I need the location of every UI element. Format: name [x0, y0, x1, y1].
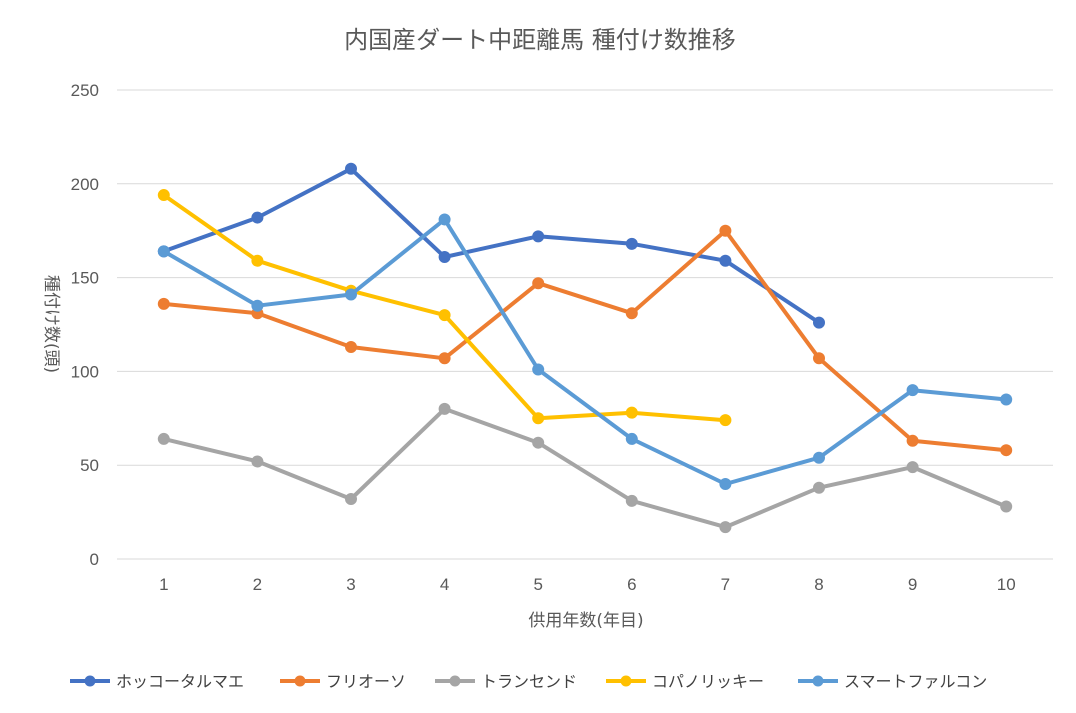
series-1	[157, 224, 1013, 457]
data-point	[719, 477, 732, 490]
series-line	[161, 217, 1009, 486]
data-point	[532, 277, 545, 290]
y-tick-label: 50	[80, 456, 99, 475]
data-point	[625, 307, 638, 320]
data-point	[719, 224, 732, 237]
x-tick-label: 1	[159, 575, 168, 594]
data-point	[251, 299, 264, 312]
x-tick-label: 10	[997, 575, 1016, 594]
data-point	[813, 352, 825, 365]
data-point	[345, 162, 357, 175]
data-point	[625, 432, 638, 445]
legend-swatch-marker	[294, 675, 306, 687]
data-point	[906, 461, 919, 474]
y-tick-label: 250	[71, 81, 99, 100]
data-point	[438, 402, 451, 415]
data-point	[1000, 393, 1013, 406]
data-point	[251, 211, 264, 224]
x-tick-label: 3	[346, 575, 355, 594]
series-line	[161, 193, 728, 423]
legend-label: フリオーソ	[326, 672, 406, 691]
legend-swatch-marker	[84, 675, 96, 687]
series-line	[161, 166, 821, 325]
y-tick-label: 100	[71, 362, 99, 381]
legend-swatch-marker	[620, 675, 632, 687]
data-point	[345, 341, 357, 354]
x-tick-label: 9	[908, 575, 917, 594]
data-point	[906, 434, 919, 447]
legend-item: コパノリッキー	[606, 672, 764, 691]
y-tick-label: 200	[71, 175, 99, 194]
legend-label: スマートファルコン	[844, 672, 987, 691]
data-point	[1000, 500, 1013, 513]
x-axis-title: 供用年数(年目)	[528, 611, 643, 631]
series-4	[157, 213, 1013, 490]
data-point	[625, 406, 638, 419]
data-point	[438, 250, 451, 263]
y-axis-title: 種付け数(頭)	[41, 275, 61, 373]
legend-item: トランセンド	[435, 672, 577, 691]
data-point	[532, 230, 545, 243]
data-point	[345, 492, 357, 505]
y-axis-ticks: 0 50 100 150 200 250	[71, 81, 99, 569]
data-point	[157, 297, 170, 310]
data-point	[345, 288, 357, 301]
data-point	[438, 352, 451, 365]
series-2	[157, 402, 1013, 534]
data-point	[906, 384, 919, 397]
series-lines	[157, 162, 1013, 534]
legend-swatch-marker	[812, 675, 824, 687]
series-line	[161, 228, 1009, 453]
data-point	[532, 436, 545, 449]
legend-label: コパノリッキー	[652, 672, 764, 691]
legend-item: フリオーソ	[280, 672, 406, 691]
data-point	[719, 254, 732, 267]
legend-label: ホッコータルマエ	[116, 672, 244, 691]
data-point	[719, 521, 732, 534]
x-tick-label: 8	[814, 575, 823, 594]
data-point	[625, 237, 638, 250]
x-tick-label: 2	[253, 575, 262, 594]
data-point	[813, 316, 825, 329]
data-point	[157, 245, 170, 258]
legend-swatch-marker	[449, 675, 461, 687]
legend-item: スマートファルコン	[798, 672, 987, 691]
x-axis-ticks: 1 2 3 4 5 6 7 8 9 10	[159, 575, 1016, 594]
data-point	[719, 414, 732, 427]
y-tick-label: 0	[90, 550, 99, 569]
data-point	[157, 432, 170, 445]
data-point	[813, 481, 825, 494]
x-tick-label: 4	[440, 575, 449, 594]
data-point	[532, 363, 545, 376]
series-0	[157, 162, 825, 329]
data-point	[438, 309, 451, 322]
legend: ホッコータルマエ フリオーソ トランセンド コパノリッキー スマートファルコン	[70, 672, 987, 691]
data-point	[532, 412, 545, 425]
data-point	[251, 254, 264, 267]
x-tick-label: 7	[721, 575, 730, 594]
data-point	[157, 189, 170, 202]
data-point	[251, 455, 264, 468]
x-tick-label: 5	[533, 575, 542, 594]
data-point	[438, 213, 451, 226]
legend-item: ホッコータルマエ	[70, 672, 244, 691]
series-line	[161, 406, 1009, 530]
chart-title: 内国産ダート中距離馬 種付け数推移	[344, 26, 736, 54]
y-tick-label: 150	[71, 269, 99, 288]
legend-label: トランセンド	[481, 672, 577, 691]
data-point	[1000, 444, 1013, 457]
data-point	[625, 494, 638, 507]
data-point	[813, 451, 825, 464]
x-tick-label: 6	[627, 575, 636, 594]
gridlines	[117, 89, 1053, 560]
